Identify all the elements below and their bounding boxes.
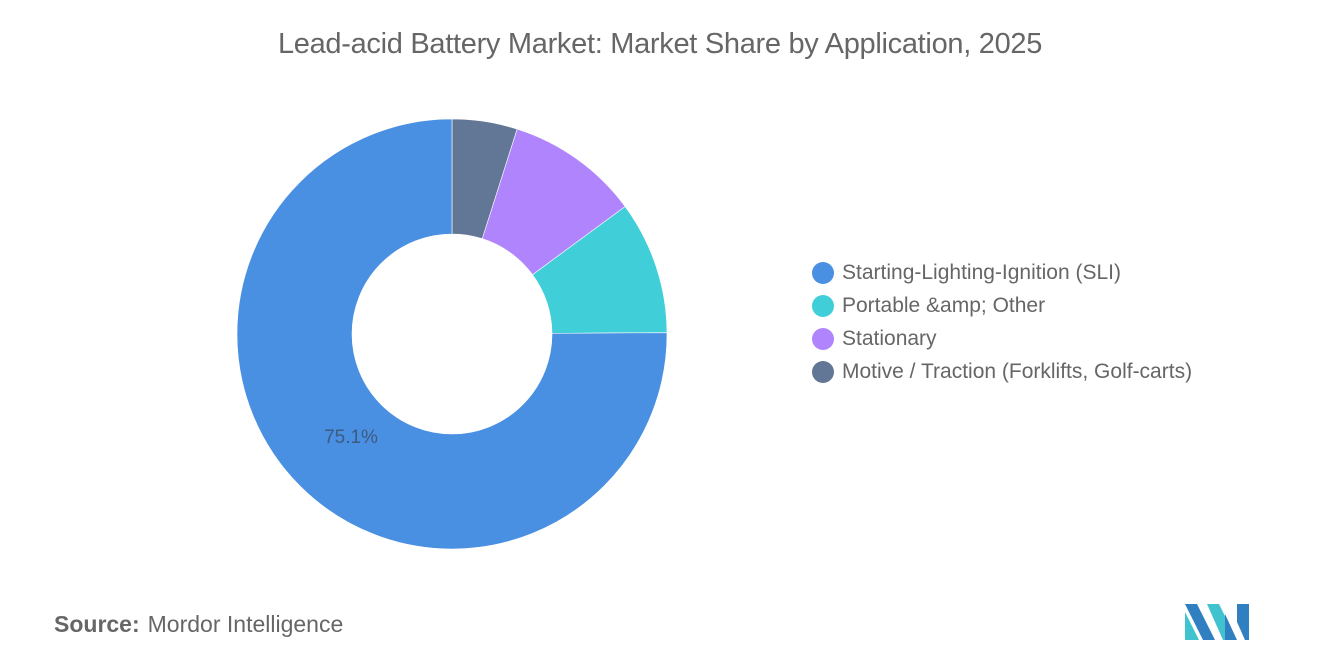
legend-swatch-icon (812, 327, 834, 350)
legend-swatch-icon (812, 294, 834, 317)
source-note: Source: Mordor Intelligence (54, 611, 343, 638)
legend-item-sli[interactable]: Starting-Lighting-Ignition (SLI) (812, 256, 1192, 289)
legend-label: Motive / Traction (Forklifts, Golf-carts… (842, 359, 1193, 383)
slice-label-sli: 75.1% (324, 427, 378, 448)
legend-swatch-icon (812, 360, 834, 383)
legend-label: Portable &amp; Other (842, 293, 1046, 317)
legend-swatch-icon (812, 261, 834, 284)
legend-label: Starting-Lighting-Ignition (SLI) (842, 260, 1121, 284)
donut-slice[interactable] (236, 118, 668, 550)
source-value: Mordor Intelligence (147, 611, 344, 637)
chart-legend: Starting-Lighting-Ignition (SLI) Portabl… (812, 256, 1192, 388)
legend-label: Stationary (842, 326, 937, 350)
donut-slices (236, 118, 668, 550)
legend-item-motive[interactable]: Motive / Traction (Forklifts, Golf-carts… (812, 355, 1192, 388)
chart-title: Lead-acid Battery Market: Market Share b… (277, 28, 1043, 60)
mordor-intelligence-logo-icon (1185, 604, 1249, 640)
legend-item-stationary[interactable]: Stationary (812, 322, 1192, 355)
source-label: Source: (54, 611, 140, 637)
legend-item-portable[interactable]: Portable &amp; Other (812, 289, 1192, 322)
